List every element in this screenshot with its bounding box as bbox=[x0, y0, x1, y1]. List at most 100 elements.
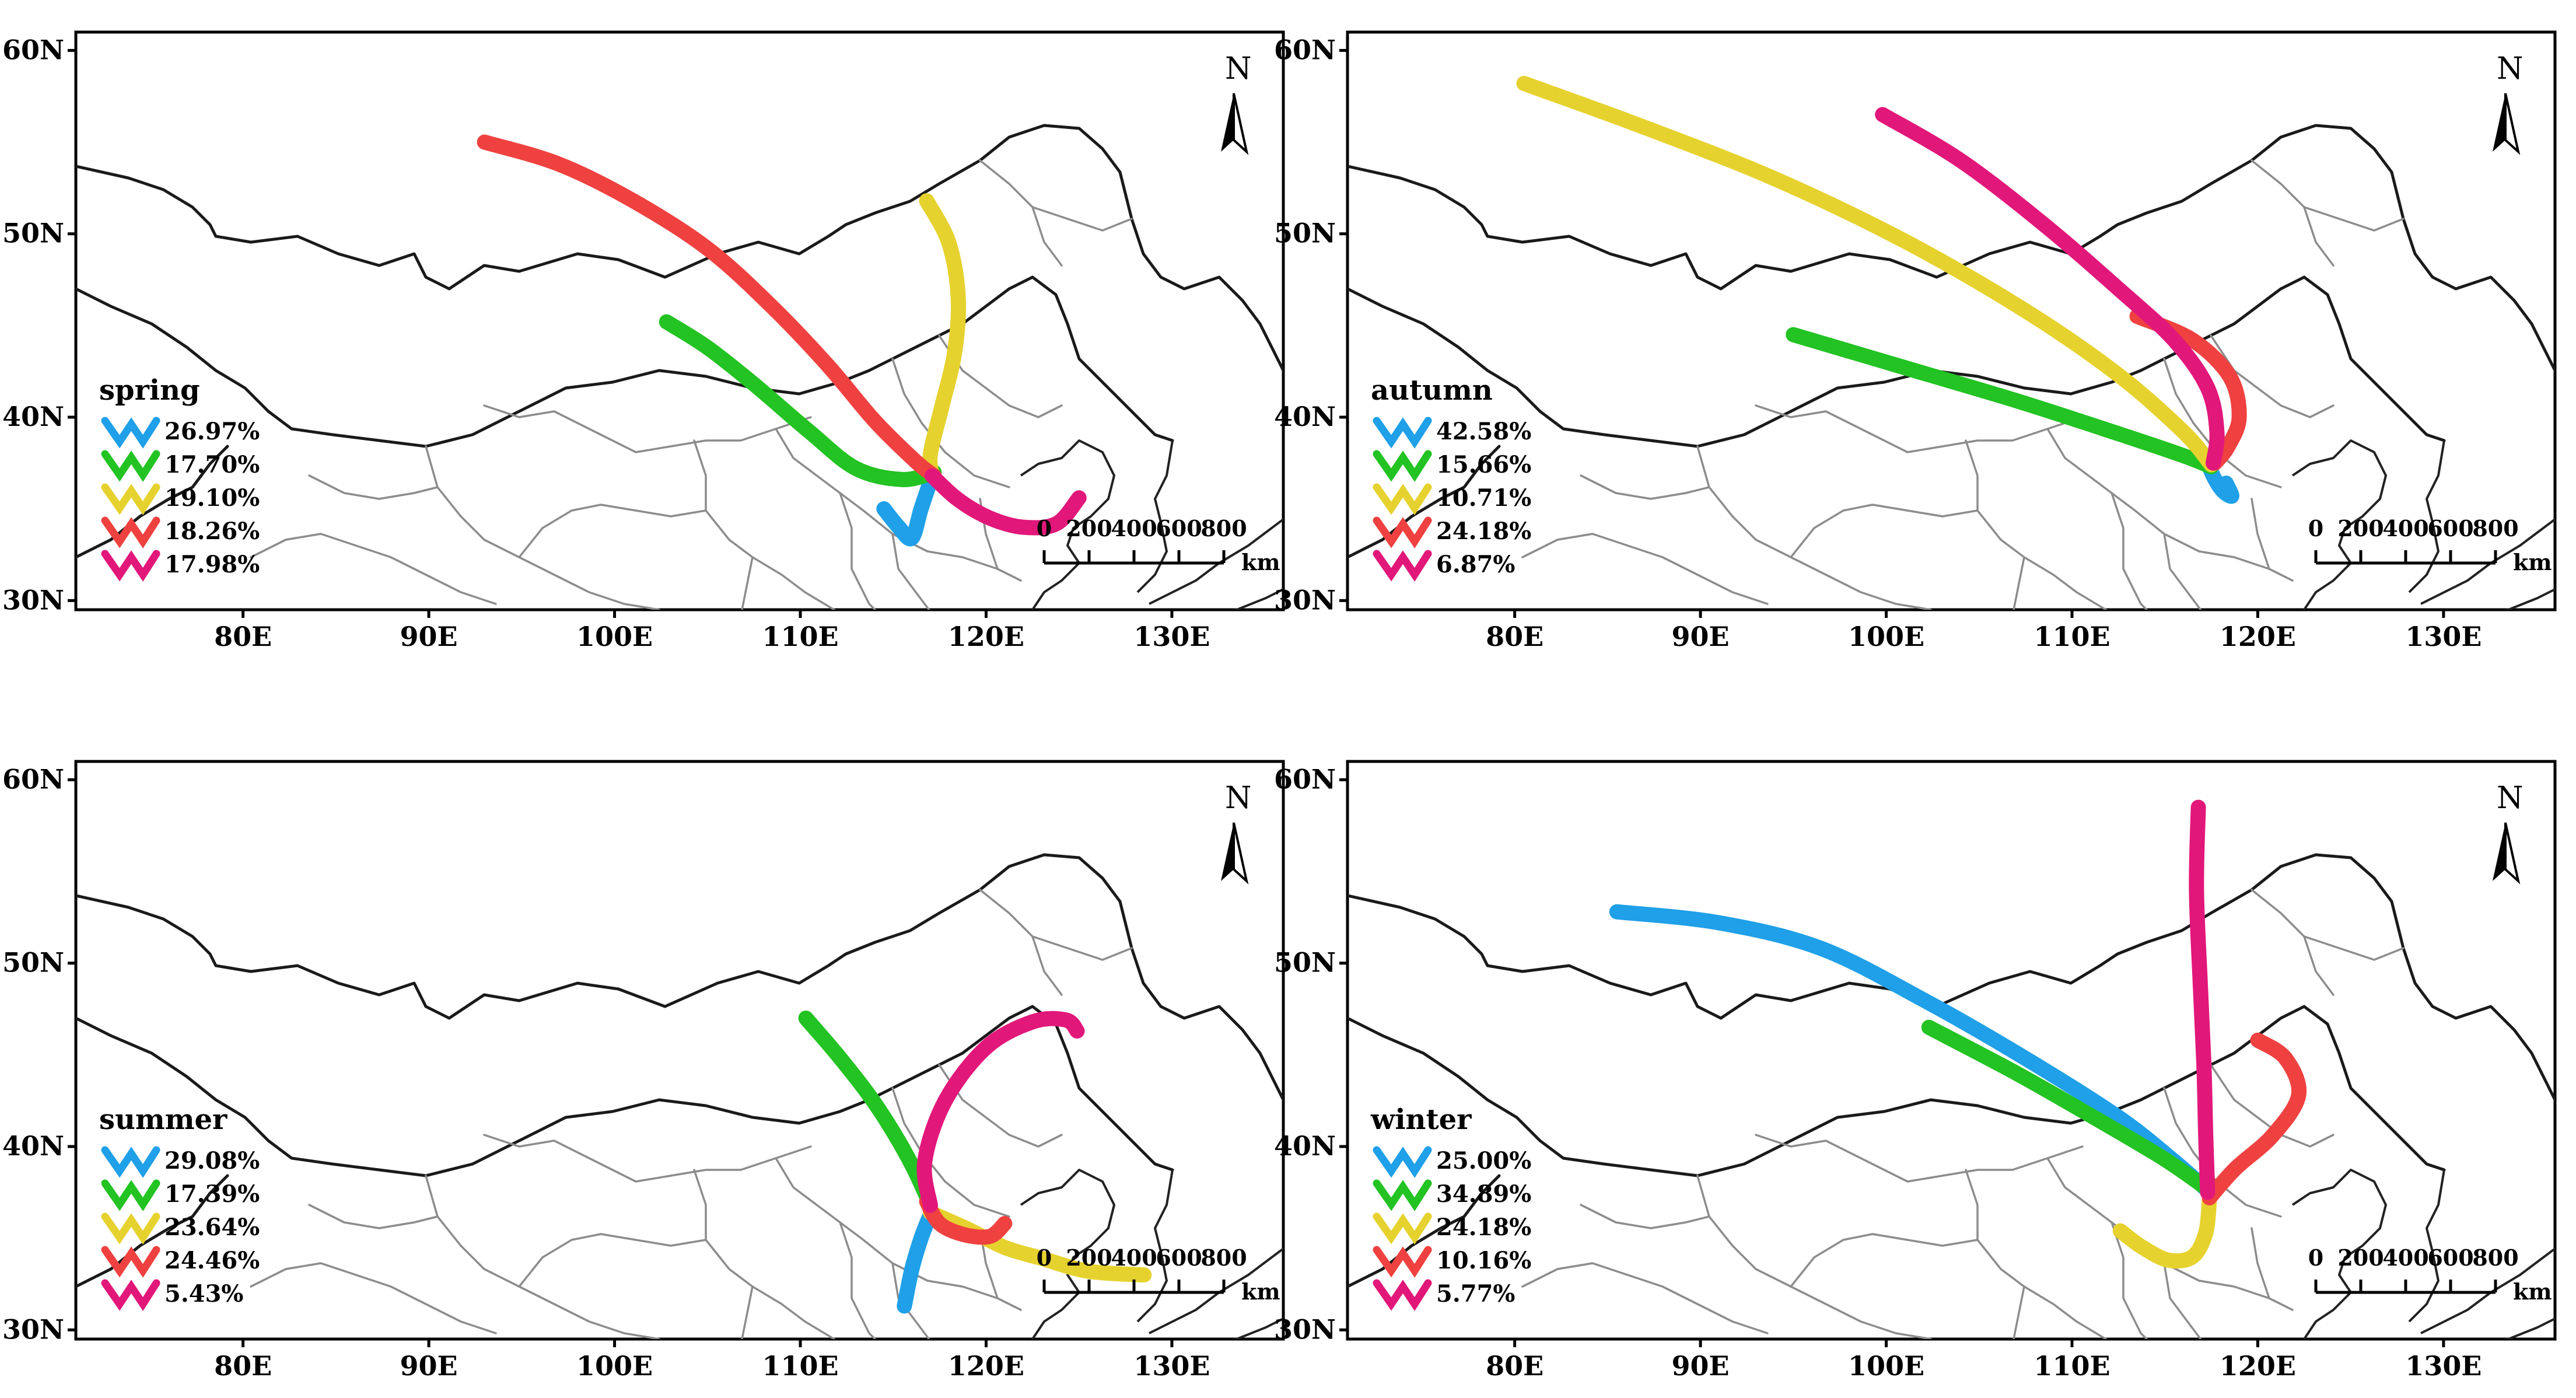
season-label: spring bbox=[99, 374, 200, 407]
scale-label: 400 bbox=[1111, 1245, 1157, 1271]
scale-label: 600 bbox=[2427, 515, 2473, 541]
trajectory-cluster-5 bbox=[2189, 799, 2216, 1200]
x-tick-label: 80E bbox=[214, 1350, 272, 1382]
trajectory-cluster-5 bbox=[916, 1011, 1085, 1213]
x-axis: 80E 90E 100E 110E 120E 130E bbox=[1486, 610, 2482, 652]
y-tick-label: 50N bbox=[1274, 947, 1336, 978]
legend-swatch-icon bbox=[1373, 417, 1432, 449]
scale-label: 0 bbox=[1037, 1245, 1052, 1271]
scale-unit: km bbox=[2513, 549, 2552, 575]
trajectory-cluster-1 bbox=[1609, 904, 2216, 1198]
legend: summer 29.08% 17.39% 23.64% 24.46% 5.43% bbox=[99, 1103, 260, 1311]
legend-item: 10.71% bbox=[1373, 483, 1531, 515]
scale-label: 800 bbox=[2472, 515, 2518, 541]
y-axis: 60N 50N 40N 30N bbox=[1274, 763, 1348, 1345]
cluster-percent: 17.98% bbox=[164, 551, 260, 578]
legend-swatch-icon bbox=[101, 1146, 160, 1178]
y-tick-label: 60N bbox=[2, 34, 64, 65]
legend-swatch-icon bbox=[101, 450, 160, 482]
scale-label: 0 bbox=[2308, 1245, 2323, 1271]
legend-swatch-icon bbox=[101, 1246, 160, 1278]
scale-label: 600 bbox=[1156, 515, 1202, 541]
x-tick-label: 100E bbox=[1848, 1350, 1924, 1382]
legend-item: 24.46% bbox=[101, 1246, 260, 1278]
cluster-percent: 10.71% bbox=[1436, 484, 1531, 512]
trajectory-cluster-3 bbox=[919, 193, 967, 484]
scale-label: 400 bbox=[2382, 515, 2428, 541]
x-tick-label: 110E bbox=[762, 621, 838, 652]
y-tick-label: 50N bbox=[2, 218, 64, 249]
x-tick-label: 90E bbox=[1672, 1350, 1730, 1382]
legend-item: 5.43% bbox=[101, 1279, 243, 1311]
x-tick-label: 100E bbox=[576, 621, 653, 652]
trajectory-cluster-1 bbox=[876, 468, 940, 547]
cluster-percent: 25.00% bbox=[1436, 1147, 1531, 1175]
y-tick-label: 30N bbox=[1274, 1313, 1336, 1345]
cluster-percent: 24.46% bbox=[164, 1247, 260, 1274]
cluster-percent: 42.58% bbox=[1436, 418, 1531, 445]
legend-swatch-icon bbox=[1373, 483, 1432, 515]
trajectory-cluster-2 bbox=[798, 1011, 938, 1213]
legend-swatch-icon bbox=[1373, 450, 1432, 482]
cluster-percent: 10.16% bbox=[1436, 1247, 1531, 1274]
trajectory-cluster-4 bbox=[477, 134, 942, 484]
scale-label: 800 bbox=[1200, 1245, 1247, 1271]
x-axis: 80E 90E 100E 110E 120E 130E bbox=[214, 610, 1210, 652]
legend: spring 26.97% 17.70% 19.10% 18.26% 17.98% bbox=[99, 374, 260, 582]
x-tick-label: 120E bbox=[948, 1350, 1024, 1382]
y-tick-label: 60N bbox=[1274, 34, 1336, 65]
legend-swatch-icon bbox=[1373, 1279, 1432, 1311]
cluster-percent: 24.18% bbox=[1436, 1214, 1531, 1241]
cluster-percent: 24.18% bbox=[1436, 518, 1531, 545]
legend-swatch-icon bbox=[1373, 1179, 1432, 1211]
scale-label: 0 bbox=[1037, 515, 1052, 541]
scale-unit: km bbox=[2513, 1278, 2552, 1305]
legend-swatch-icon bbox=[1373, 1146, 1432, 1178]
scale-label: 200 bbox=[2337, 1245, 2384, 1271]
scale-label: 600 bbox=[1156, 1245, 1202, 1271]
legend-item: 29.08% bbox=[101, 1146, 260, 1178]
x-tick-label: 130E bbox=[1133, 1350, 1210, 1382]
legend-item: 10.16% bbox=[1373, 1246, 1531, 1278]
cluster-percent: 5.43% bbox=[164, 1280, 243, 1308]
scale-label: 400 bbox=[1111, 515, 1157, 541]
trajectory-cluster-5 bbox=[925, 468, 1087, 536]
legend-item: 24.18% bbox=[1373, 1212, 1531, 1245]
x-tick-label: 80E bbox=[214, 621, 272, 652]
scale-label: 200 bbox=[1066, 515, 1112, 541]
y-tick-label: 30N bbox=[1274, 584, 1336, 616]
legend-swatch-icon bbox=[101, 483, 160, 515]
x-tick-label: 100E bbox=[1848, 621, 1924, 652]
cluster-percent: 29.08% bbox=[164, 1147, 260, 1175]
trajectory-cluster-3 bbox=[2112, 1190, 2217, 1269]
y-axis: 60N 50N 40N 30N bbox=[2, 34, 76, 616]
legend-item: 23.64% bbox=[101, 1212, 260, 1245]
autumn-panel: autumn 42.58% 15.66% 10.71% 24.18% 6.87% 0 200… bbox=[1274, 30, 2557, 652]
x-tick-label: 120E bbox=[948, 621, 1024, 652]
y-tick-label: 30N bbox=[2, 1313, 64, 1345]
legend: winter 25.00% 34.89% 24.18% 10.16% 5.77% bbox=[1370, 1103, 1531, 1311]
cluster-percent: 17.70% bbox=[164, 451, 260, 478]
y-tick-label: 40N bbox=[1274, 401, 1336, 432]
y-tick-label: 50N bbox=[2, 947, 64, 978]
cluster-percent: 15.66% bbox=[1436, 451, 1531, 478]
x-tick-label: 90E bbox=[400, 621, 458, 652]
trajectory-cluster-2 bbox=[1786, 327, 2219, 474]
spring-panel: spring 26.97% 17.70% 19.10% 18.26% 17.98% 0 20… bbox=[2, 30, 1285, 652]
x-tick-label: 120E bbox=[2220, 1350, 2296, 1382]
x-axis: 80E 90E 100E 110E 120E 130E bbox=[214, 1339, 1210, 1382]
legend-item: 25.00% bbox=[1373, 1146, 1531, 1178]
trajectory-cluster-2 bbox=[659, 314, 942, 487]
legend: autumn 42.58% 15.66% 10.71% 24.18% 6.87% bbox=[1371, 374, 1531, 582]
trajectory-cluster-5 bbox=[1875, 107, 2225, 471]
y-axis: 60N 50N 40N 30N bbox=[2, 763, 76, 1345]
y-axis: 60N 50N 40N 30N bbox=[1274, 34, 1348, 616]
winter-panel: winter 25.00% 34.89% 24.18% 10.16% 5.77% 0 200… bbox=[1274, 760, 2557, 1382]
scale-label: 800 bbox=[2472, 1245, 2518, 1271]
summer-panel: summer 29.08% 17.39% 23.64% 24.46% 5.43% 0 200… bbox=[2, 760, 1285, 1382]
trajectory-cluster-2 bbox=[1921, 1019, 2217, 1198]
legend-item: 5.77% bbox=[1373, 1279, 1515, 1311]
